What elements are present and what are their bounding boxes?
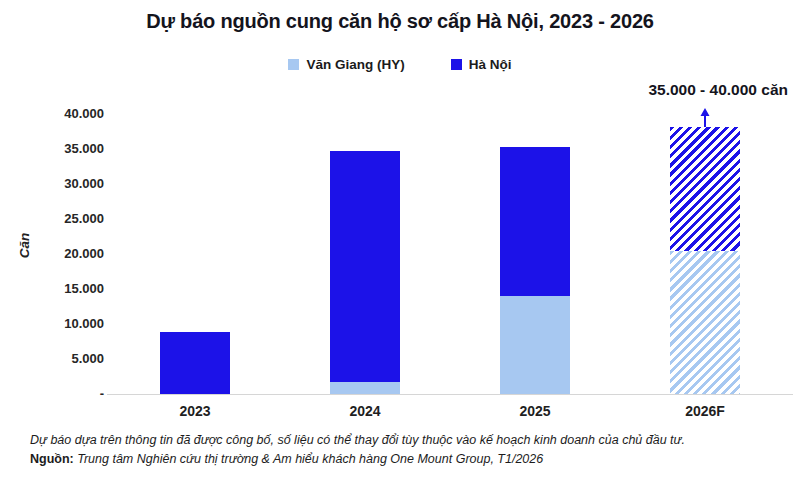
chart-legend: Văn Giang (HY) Hà Nội	[0, 57, 800, 72]
x-axis-label-2024: 2024	[349, 403, 380, 419]
bar-segment-2026f-h-n-i	[670, 127, 740, 251]
y-tick-label: 15.000	[64, 281, 104, 296]
bar-segment-2025-v-n-giang-hy	[500, 296, 570, 394]
footnote-block: Dự báo dựa trên thông tin đã được công b…	[30, 431, 780, 470]
x-axis-label-2025: 2025	[519, 403, 550, 419]
y-tick-label: 25.000	[64, 211, 104, 226]
x-axis-baseline	[107, 394, 793, 395]
x-axis-label-2023: 2023	[179, 403, 210, 419]
y-tick-label: 40.000	[64, 106, 104, 121]
bar-segment-2025-h-n-i	[500, 147, 570, 296]
source-line: Nguồn: Trung tâm Nghiên cứu thị trường &…	[30, 450, 780, 469]
legend-label: Văn Giang (HY)	[306, 57, 404, 72]
legend-label: Hà Nội	[469, 57, 512, 72]
chart-figure: Dự báo nguồn cung căn hộ sơ cấp Hà Nội, …	[0, 0, 800, 495]
legend-swatch-icon	[288, 59, 299, 70]
bar-segment-2026f-v-n-giang-hy	[670, 251, 740, 394]
y-tick-label: 30.000	[64, 176, 104, 191]
y-tick-label: 20.000	[64, 246, 104, 261]
source-label: Nguồn:	[30, 452, 74, 466]
forecast-range-label: 35.000 - 40.000 căn	[648, 81, 788, 99]
legend-swatch-icon	[451, 59, 462, 70]
legend-item: Văn Giang (HY)	[288, 57, 404, 72]
x-axis-label-2026f: 2026F	[685, 403, 725, 419]
y-tick-label: -	[100, 386, 104, 401]
source-text: Trung tâm Nghiên cứu thị trường & Am hiể…	[77, 452, 543, 466]
bar-segment-2024-v-n-giang-hy	[330, 382, 400, 394]
y-axis-tick-labels: 40.00035.00030.00025.00020.00015.00010.0…	[0, 114, 104, 394]
y-tick-label: 35.000	[64, 141, 104, 156]
y-tick-label: 5.000	[71, 351, 104, 366]
disclaimer-text: Dự báo dựa trên thông tin đã được công b…	[30, 431, 780, 450]
legend-item: Hà Nội	[451, 57, 512, 72]
bar-segment-2024-h-n-i	[330, 151, 400, 382]
y-tick-label: 10.000	[64, 316, 104, 331]
bar-segment-2023-h-n-i	[160, 332, 230, 394]
chart-title: Dự báo nguồn cung căn hộ sơ cấp Hà Nội, …	[0, 10, 800, 33]
plot-area: 2023202420252026F	[110, 114, 790, 394]
